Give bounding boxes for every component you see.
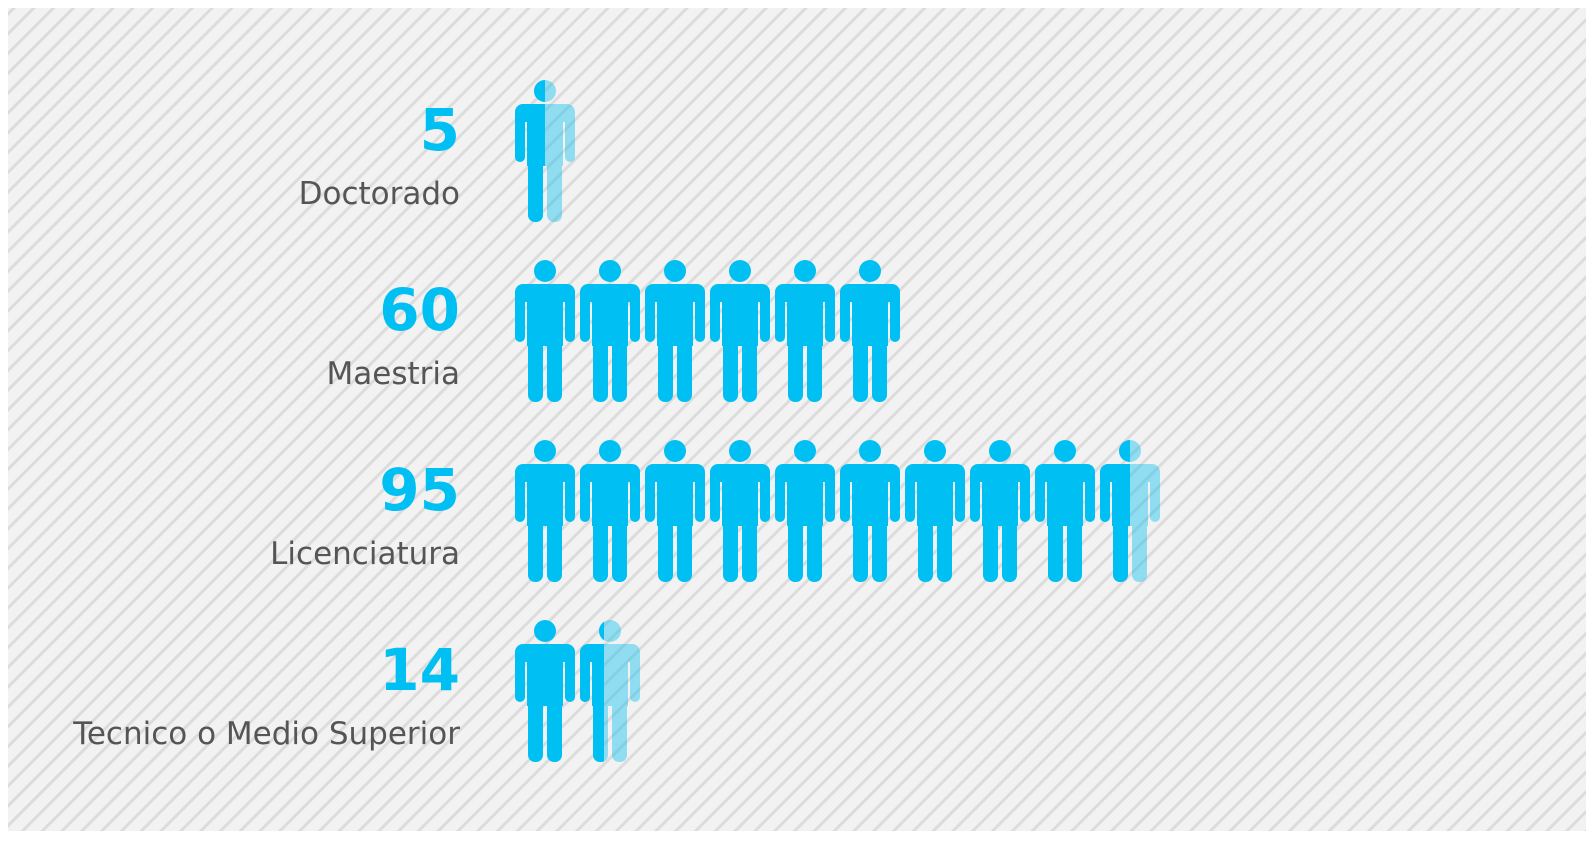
value-label: 60	[379, 276, 460, 344]
value-label: 14	[379, 636, 460, 704]
value-label: 5	[420, 96, 460, 164]
category-label: Maestria	[327, 356, 460, 392]
value-label: 95	[379, 456, 460, 524]
category-label: Licenciatura	[270, 536, 460, 572]
category-label: Tecnico o Medio Superior	[72, 716, 460, 752]
category-label: Doctorado	[299, 176, 460, 212]
background	[8, 8, 1586, 831]
